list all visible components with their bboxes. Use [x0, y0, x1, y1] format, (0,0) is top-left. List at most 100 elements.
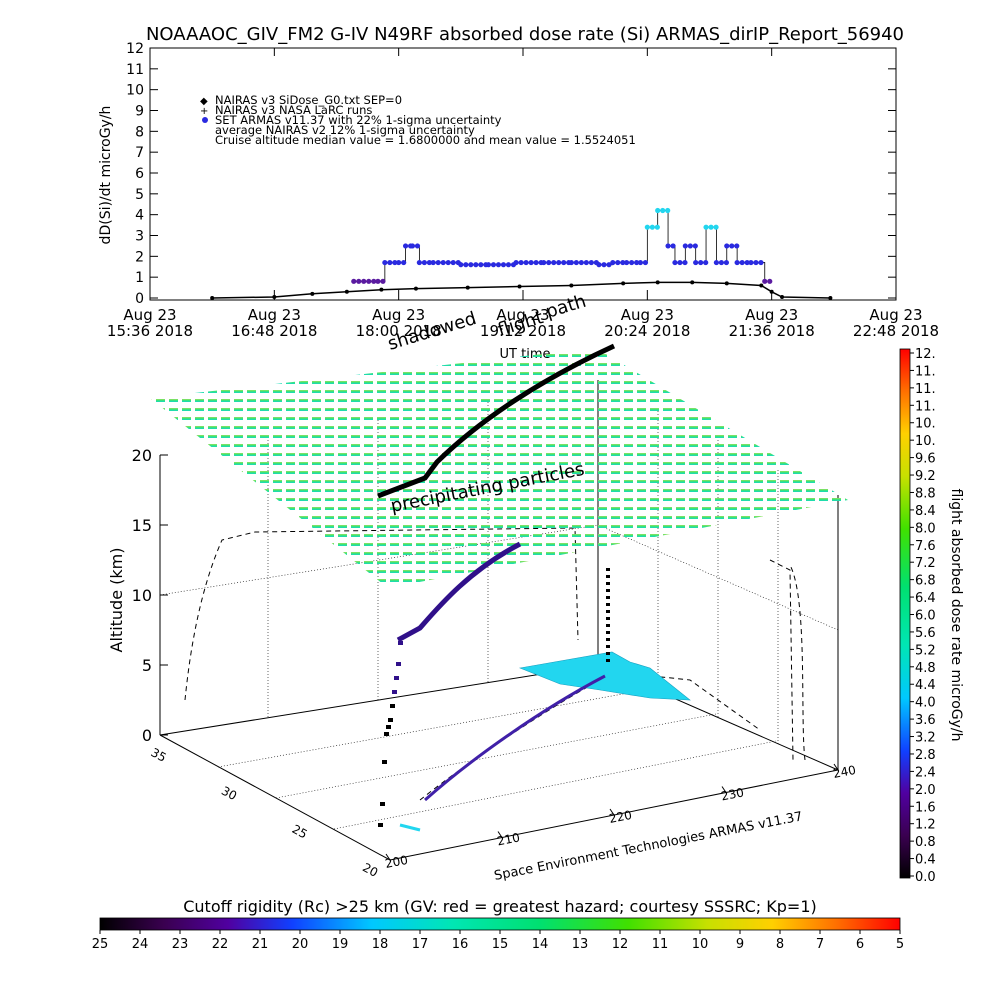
armas-point	[734, 259, 740, 266]
flight-track-3d	[396, 541, 522, 643]
altitude-axis-label: Altitude (km)	[107, 548, 126, 653]
nairas-point	[690, 280, 695, 285]
armas-point	[642, 259, 649, 266]
armas-point	[523, 259, 529, 266]
nairas-point	[272, 294, 277, 299]
armas-point	[762, 278, 768, 284]
x-tick-time: 16:48 2018	[231, 322, 317, 340]
armas-point	[401, 259, 407, 266]
flight-track-3d-high	[377, 343, 616, 499]
chart-title: NOAAAOC_GIV_FM2 G-IV N49RF absorbed dose…	[146, 24, 904, 45]
armas-point	[672, 259, 678, 266]
y-tick-label: 12	[126, 41, 144, 57]
y-tick-label: 2	[135, 249, 144, 265]
armas-point	[698, 259, 704, 266]
armas-point	[402, 243, 409, 249]
nairas-point	[780, 294, 785, 299]
nairas-point	[379, 287, 384, 292]
bottom-colorbar-tick-label: 7	[816, 937, 824, 952]
legend-entry: average NAIRAS v2 12% 1-sigma uncertaint…	[215, 123, 475, 137]
y-tick-label: 1	[135, 270, 144, 286]
longitude-tick-label: 240	[832, 763, 857, 781]
nairas-point	[759, 283, 764, 288]
top-y-axis-label: dD(Si)/dt microGy/h	[98, 106, 114, 245]
right-colorbar-tick-label: 2.8	[915, 748, 936, 763]
armas-point	[610, 259, 616, 266]
bottom-colorbar-tick-label: 19	[332, 937, 349, 952]
armas-point	[723, 259, 730, 266]
vertical-marker	[606, 645, 610, 648]
x-tick-date: Aug 23	[621, 306, 674, 324]
right-colorbar-tick-label: 0.4	[915, 853, 936, 868]
nairas-point	[569, 283, 574, 288]
right-colorbar-tick-label: 0.0	[915, 870, 936, 885]
bottom-colorbar-label: Cutoff rigidity (Rc) >25 km (GV: red = g…	[183, 897, 817, 916]
y-tick-label: 7	[135, 145, 144, 161]
nairas-point	[310, 291, 315, 296]
armas-point	[371, 278, 377, 284]
armas-point	[615, 259, 621, 266]
climb-point	[394, 676, 399, 680]
longitude-tick-mark	[385, 853, 391, 861]
armas-point	[624, 259, 630, 266]
armas-point	[421, 259, 427, 266]
armas-point	[734, 243, 740, 249]
right-colorbar-tick-label: 1.6	[915, 800, 936, 815]
right-colorbar: 0.0 0.4 0.8 1.2 1.6 2.0 2.4 2.8 3.2 3.6 4.0 4.4 4.8 5…	[899, 347, 964, 885]
y-tick-label: 5	[135, 187, 144, 203]
right-colorbar-tick-label: 11.	[915, 382, 936, 397]
nairas-point	[210, 296, 215, 300]
vertical-marker	[606, 617, 610, 620]
armas-point	[463, 262, 469, 268]
right-colorbar-tick-label: 11.	[915, 399, 936, 414]
armas-point	[513, 259, 519, 266]
armas-point	[637, 259, 644, 266]
climb-point	[398, 641, 403, 645]
x-tick-date: Aug 23	[869, 306, 922, 324]
vertical-marker	[606, 624, 610, 627]
ground-track	[424, 674, 606, 802]
latitude-tick-label: 20	[360, 860, 380, 880]
armas-point	[458, 262, 464, 268]
flight-path-shadow	[184, 527, 806, 761]
armas-point	[450, 259, 456, 266]
bottom-colorbar-tick-label: 11	[652, 937, 669, 952]
longitude-tick-mark	[497, 831, 503, 838]
armas-point	[414, 243, 421, 249]
armas-point	[495, 262, 502, 268]
vertical-marker	[606, 638, 610, 641]
armas-point	[578, 259, 584, 266]
vertical-marker	[606, 631, 610, 634]
legend-symbol	[202, 117, 208, 123]
longitude-tick-label: 230	[720, 785, 745, 803]
annotation-path: path	[543, 291, 588, 323]
armas-point	[703, 224, 709, 230]
x-tick-date: Aug 23	[123, 306, 176, 324]
longitude-tick-mark	[609, 808, 615, 816]
armas-point	[677, 259, 683, 266]
armas-point	[596, 262, 602, 268]
right-colorbar-tick-label: 11.	[915, 364, 936, 379]
armas-point	[528, 259, 534, 266]
vertical-marker	[606, 652, 610, 655]
dose-rate-plane	[150, 348, 848, 588]
nairas-series-line	[212, 281, 831, 299]
x-tick-time: 22:48 2018	[853, 322, 939, 340]
right-colorbar-ticks: 0.0 0.4 0.8 1.2 1.6 2.0 2.4 2.8 3.2 3.6 4.0 4.4 4.8 5…	[910, 347, 936, 885]
climb-point	[388, 718, 393, 722]
bottom-colorbar-tick-label: 12	[612, 937, 629, 952]
right-colorbar-label: flight absorbed dose rate microGy/h	[948, 489, 964, 742]
y-tick-label: 3	[135, 229, 144, 245]
flight-path-shadow-ground	[419, 671, 761, 801]
armas-point	[644, 224, 650, 230]
right-colorbar-tick-label: 4.8	[915, 661, 936, 676]
climb-point	[378, 823, 383, 827]
right-colorbar-tick-label: 9.6	[915, 452, 936, 467]
y-tick-label: 4	[135, 208, 144, 224]
climb-column	[378, 568, 610, 827]
right-colorbar-tick-label: 9.2	[915, 469, 936, 484]
armas-point	[380, 278, 386, 284]
